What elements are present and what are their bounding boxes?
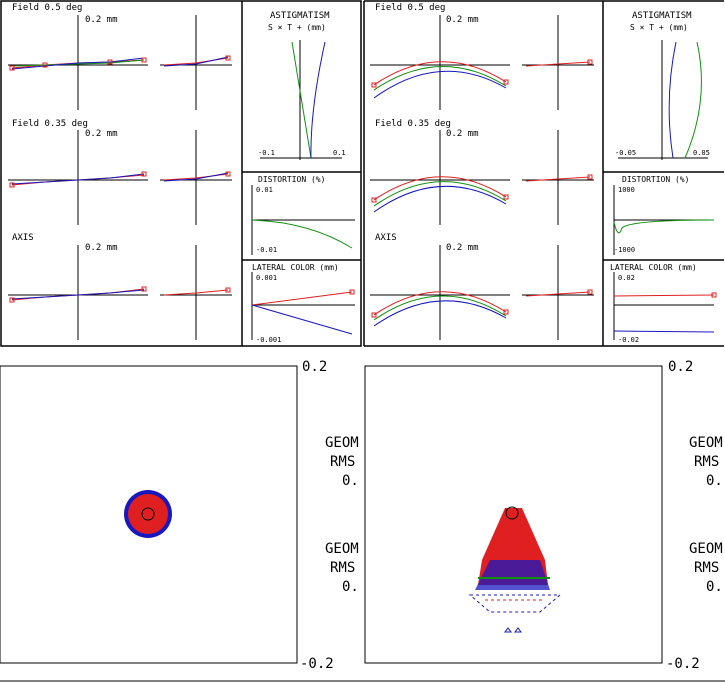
left-lateral-ymax: 0.001 [256, 274, 277, 282]
right-spot-label-2: RMS [694, 454, 719, 470]
left-astig-xmax: 0.1 [333, 149, 346, 157]
right-fan-title-1: Field 0.5 deg [375, 3, 445, 13]
left-spot-frame [0, 365, 298, 664]
right-distortion-ymin: -1000 [614, 246, 635, 254]
right-lateral-ymax: 0.02 [618, 274, 635, 282]
right-distortion-title: DISTORTION (%) [622, 175, 689, 184]
right-ray-fan-3 [370, 245, 594, 340]
left-lateral-title: LATERAL COLOR (mm) [252, 263, 339, 272]
right-spot-label-5: RMS [694, 560, 719, 576]
left-ray-fan-2 [8, 130, 232, 225]
left-panel-frame [0, 0, 362, 347]
right-astig-legend: S × T + (mm) [630, 23, 688, 32]
right-distortion-ymax: 1000 [618, 186, 635, 194]
right-spot-airy-circle [505, 506, 519, 520]
left-spot-label-5: RMS [330, 560, 355, 576]
left-astig-legend: S × T + (mm) [268, 23, 326, 32]
right-distortion-plot [613, 185, 715, 255]
left-ray-fan-1 [8, 15, 232, 110]
right-astig-xmax: 0.05 [693, 149, 710, 157]
right-spot-scale-bottom: -0.2 [666, 656, 700, 672]
left-spot-label-2: RMS [330, 454, 355, 470]
right-spot-frame [364, 365, 663, 664]
right-spot-label-1: GEOM [689, 435, 723, 451]
right-fan-scale-3: 0.2 mm [446, 243, 479, 253]
right-fan-title-3: AXIS [375, 233, 397, 243]
right-spot-outlier-marks [504, 627, 522, 633]
left-spot-diagram [0, 365, 298, 664]
left-aberration-panel: Field 0.5 deg 0.2 mm Field 0.35 deg 0.2 … [0, 0, 362, 347]
left-spot-scale-top: 0.2 [302, 359, 327, 375]
right-astig-xmin: -0.05 [615, 149, 636, 157]
left-spot-airy-circle [141, 507, 155, 521]
right-spot-blue-fan [475, 560, 550, 590]
left-distortion-title: DISTORTION (%) [258, 175, 325, 184]
left-spot-label-1: GEOM [325, 435, 359, 451]
right-spot-blue-tail [468, 594, 562, 613]
left-fan-title-3: AXIS [12, 233, 34, 243]
right-ray-fan-2 [370, 130, 594, 225]
left-lateral-plot [251, 272, 355, 340]
left-lateral-ymin: -0.001 [256, 336, 281, 344]
left-distortion-ymin: -0.01 [256, 246, 277, 254]
right-spot-label-3: 0. [706, 473, 723, 489]
right-fan-scale-2: 0.2 mm [446, 129, 479, 139]
left-fan-scale-2: 0.2 mm [85, 129, 118, 139]
right-lateral-title: LATERAL COLOR (mm) [610, 263, 697, 272]
right-fan-title-2: Field 0.35 deg [375, 119, 451, 129]
left-astig-title: ASTIGMATISM [270, 11, 330, 21]
left-astigmatism-plot [260, 40, 342, 160]
right-spot-scale-top: 0.2 [668, 359, 693, 375]
left-spot-label-4: GEOM [325, 541, 359, 557]
left-fan-scale-1: 0.2 mm [85, 15, 118, 25]
right-astig-title: ASTIGMATISM [632, 11, 692, 21]
right-fan-scale-1: 0.2 mm [446, 15, 479, 25]
right-ray-fan-1 [370, 15, 594, 110]
left-fan-scale-3: 0.2 mm [85, 243, 118, 253]
right-spot-diagram [364, 365, 663, 664]
left-fan-title-1: Field 0.5 deg [12, 3, 82, 13]
left-spot-scale-bottom: -0.2 [300, 656, 334, 672]
right-lateral-plot [613, 272, 717, 340]
right-astigmatism-plot [618, 40, 708, 160]
left-distortion-plot [251, 185, 355, 255]
right-spot-label-6: 0. [706, 579, 723, 595]
left-fan-title-2: Field 0.35 deg [12, 119, 88, 129]
left-ray-fan-3 [8, 245, 232, 340]
left-astig-xmin: -0.1 [258, 149, 275, 157]
right-aberration-panel: Field 0.5 deg 0.2 mm Field 0.35 deg 0.2 … [363, 0, 724, 347]
left-spot-red-core [128, 494, 168, 534]
left-distortion-ymax: 0.01 [256, 186, 273, 194]
left-spot-label-6: 0. [342, 579, 359, 595]
right-spot-label-4: GEOM [689, 541, 723, 557]
right-lateral-ymin: -0.02 [618, 336, 639, 344]
left-spot-label-3: 0. [342, 473, 359, 489]
